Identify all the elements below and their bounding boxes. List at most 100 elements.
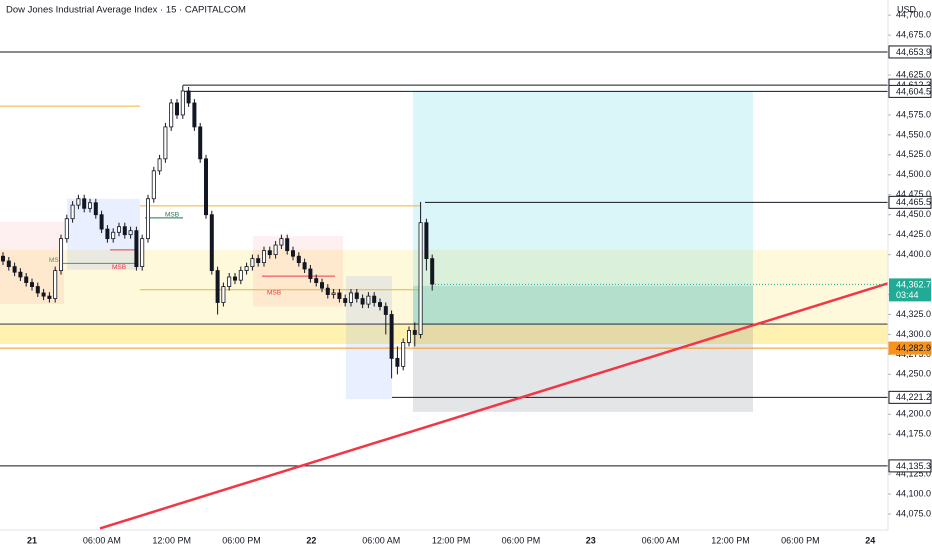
- candle-body: [290, 250, 295, 257]
- candle-body: [354, 292, 359, 299]
- level-label: 44,604.5: [896, 86, 931, 96]
- candles: [0, 85, 435, 379]
- drawings: MSB MSB MSB MSB: [0, 51, 888, 467]
- overlay: [99, 282, 889, 530]
- candle-body: [29, 282, 34, 287]
- level-label-box: [888, 459, 932, 473]
- x-tick-label: 12:00 PM: [711, 535, 750, 545]
- y-tick-label: 44,250.0: [896, 369, 931, 379]
- x-tick-label: 21: [27, 535, 37, 545]
- candle-body: [227, 276, 232, 287]
- y-tick-label: 44,450.0: [896, 209, 931, 219]
- y-tick-label: 44,425.0: [896, 229, 931, 239]
- level-label-box: [888, 195, 932, 209]
- candle-body: [296, 255, 301, 264]
- candle-body: [314, 278, 319, 283]
- candle-body: [134, 230, 139, 267]
- candle-body: [53, 270, 58, 299]
- candle-body: [366, 295, 371, 305]
- annotation: MSB: [267, 290, 281, 297]
- x-tick-label: 06:00 PM: [502, 535, 541, 545]
- candle-body: [412, 330, 417, 335]
- candle-body: [308, 268, 313, 279]
- candle-body: [163, 126, 168, 160]
- y-tick-label: 44,075.0: [896, 508, 931, 518]
- zone: [0, 324, 888, 345]
- candle-body: [140, 238, 145, 267]
- candle-body: [169, 102, 174, 128]
- level-label: 44,135.3: [896, 461, 931, 471]
- zones: [0, 91, 888, 412]
- level-label-box: [888, 341, 932, 355]
- candle-body: [64, 218, 69, 240]
- candle-body: [157, 158, 162, 172]
- candle-body: [0, 255, 6, 262]
- candle-body: [372, 295, 377, 303]
- candle-body: [180, 90, 185, 116]
- candle-body: [47, 295, 52, 299]
- annotation: MSB: [165, 211, 179, 218]
- candle-body: [186, 90, 191, 104]
- candle-body: [82, 198, 87, 209]
- level-label-box: [888, 390, 932, 404]
- candle-body: [151, 170, 156, 200]
- x-tick-label: 22: [306, 535, 316, 545]
- level-label-box: [888, 45, 932, 59]
- level-label: 44,465.5: [896, 197, 931, 207]
- candle-body: [302, 262, 307, 270]
- candle-body: [250, 258, 255, 267]
- candle-body: [203, 158, 208, 216]
- annotation: MSB: [112, 264, 126, 271]
- candle-body: [273, 244, 278, 256]
- candle-body: [389, 314, 394, 359]
- y-tick-label: 44,400.0: [896, 249, 931, 259]
- y-tick-label: 44,325.0: [896, 309, 931, 319]
- y-tick-label: 44,500.0: [896, 169, 931, 179]
- current-price-label: 44,362.7: [896, 279, 931, 289]
- candle-body: [244, 266, 249, 271]
- x-tick-label: 06:00 PM: [781, 535, 820, 545]
- level-label: 44,653.9: [896, 47, 931, 57]
- candle-body: [41, 292, 46, 297]
- candle-body: [256, 258, 261, 264]
- candle-body: [117, 226, 122, 233]
- candle-body: [70, 204, 75, 220]
- candle-body: [424, 222, 429, 260]
- x-tick-label: 23: [586, 535, 596, 545]
- candle-body: [377, 302, 382, 307]
- candle-body: [93, 202, 98, 216]
- zone: [67, 198, 140, 270]
- y-tick-label: 44,175.0: [896, 429, 931, 439]
- zone: [413, 285, 753, 325]
- candle-body: [99, 214, 104, 230]
- candle-body: [145, 198, 150, 240]
- x-tick-label: 24: [865, 535, 875, 545]
- candle-body: [319, 282, 324, 289]
- candle-body: [35, 286, 40, 294]
- level-label: 44,282.9: [896, 343, 931, 353]
- candle-body: [209, 214, 214, 271]
- axis-labels: 44,700.0 44,675.0 44,625.0 44,575.0 44,550.0…: [27, 10, 932, 545]
- candle-body: [221, 286, 226, 303]
- x-tick-label: 06:00 AM: [83, 535, 121, 545]
- chart-title: Dow Jones Industrial Average Index · 15 …: [6, 5, 246, 16]
- y-tick-label: 44,125.0: [896, 469, 931, 479]
- trendline: [99, 282, 889, 530]
- current-price-box: [889, 278, 931, 302]
- candle-body: [192, 102, 197, 128]
- x-tick-label: 12:00 PM: [432, 535, 471, 545]
- candle-body: [360, 298, 365, 305]
- y-tick-label: 44,675.0: [896, 29, 931, 39]
- currency: USD: [897, 4, 917, 14]
- candle-body: [406, 330, 411, 343]
- candle-body: [325, 287, 330, 295]
- x-tick-label: 06:00 PM: [222, 535, 261, 545]
- y-tick-label: 44,625.0: [896, 69, 931, 79]
- candle-body: [88, 202, 93, 209]
- y-tick-label: 44,525.0: [896, 149, 931, 159]
- level-label-box: [888, 84, 932, 98]
- candle-body: [128, 230, 133, 236]
- candle-body: [18, 271, 23, 278]
- candle-body: [279, 238, 284, 246]
- candle-body: [105, 228, 110, 240]
